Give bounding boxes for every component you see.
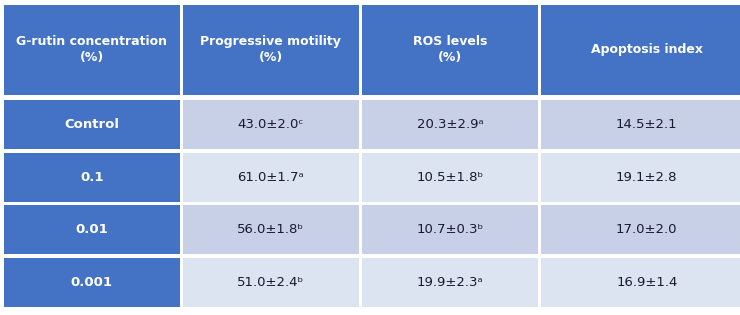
Text: 19.1±2.8: 19.1±2.8 [616, 171, 678, 184]
Text: 56.0±1.8ᵇ: 56.0±1.8ᵇ [238, 223, 304, 236]
Text: 20.3±2.9ᵃ: 20.3±2.9ᵃ [417, 118, 483, 131]
Bar [541, 100, 740, 149]
Text: Progressive motility
(%): Progressive motility (%) [201, 35, 341, 64]
Bar [541, 5, 740, 94]
Bar [183, 258, 359, 307]
Text: 19.9±2.3ᵃ: 19.9±2.3ᵃ [417, 276, 483, 289]
Text: G-rutin concentration
(%): G-rutin concentration (%) [16, 35, 167, 64]
Text: 61.0±1.7ᵃ: 61.0±1.7ᵃ [238, 171, 304, 184]
Bar [4, 205, 180, 254]
Text: 0.01: 0.01 [75, 223, 108, 236]
Text: Control: Control [64, 118, 119, 131]
Bar [4, 258, 180, 307]
Bar [183, 153, 359, 202]
Text: 0.1: 0.1 [80, 171, 104, 184]
Text: 10.7±0.3ᵇ: 10.7±0.3ᵇ [417, 223, 483, 236]
Bar [4, 100, 180, 149]
Text: 14.5±2.1: 14.5±2.1 [616, 118, 678, 131]
Bar [4, 5, 180, 94]
Bar [541, 205, 740, 254]
Bar [4, 153, 180, 202]
Bar [362, 258, 538, 307]
Bar [183, 100, 359, 149]
Bar [183, 205, 359, 254]
Bar [183, 5, 359, 94]
Bar [362, 5, 538, 94]
Bar [541, 153, 740, 202]
Text: 43.0±2.0ᶜ: 43.0±2.0ᶜ [238, 118, 304, 131]
Text: Apoptosis index: Apoptosis index [591, 43, 703, 56]
Text: ROS levels
(%): ROS levels (%) [413, 35, 487, 64]
Bar [362, 205, 538, 254]
Bar [541, 258, 740, 307]
Text: 10.5±1.8ᵇ: 10.5±1.8ᵇ [417, 171, 483, 184]
Bar [362, 100, 538, 149]
Text: 51.0±2.4ᵇ: 51.0±2.4ᵇ [238, 276, 304, 289]
Bar [362, 153, 538, 202]
Text: 0.001: 0.001 [71, 276, 112, 289]
Text: 17.0±2.0: 17.0±2.0 [616, 223, 678, 236]
Text: 16.9±1.4: 16.9±1.4 [616, 276, 677, 289]
